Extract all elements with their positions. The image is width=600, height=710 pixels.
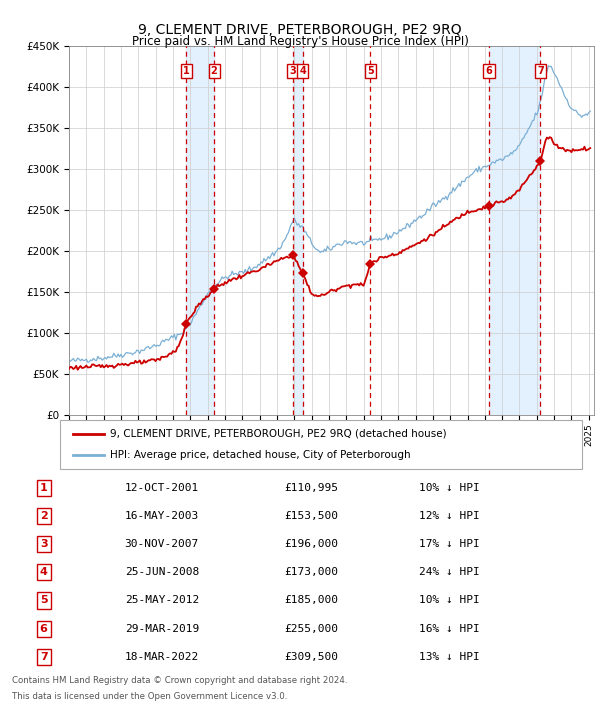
Text: Price paid vs. HM Land Registry's House Price Index (HPI): Price paid vs. HM Land Registry's House … [131, 36, 469, 48]
Text: 3: 3 [289, 66, 296, 76]
Text: 9, CLEMENT DRIVE, PETERBOROUGH, PE2 9RQ: 9, CLEMENT DRIVE, PETERBOROUGH, PE2 9RQ [138, 23, 462, 37]
Text: 29-MAR-2019: 29-MAR-2019 [125, 623, 199, 633]
Text: 13% ↓ HPI: 13% ↓ HPI [419, 652, 480, 662]
Text: £185,000: £185,000 [284, 596, 338, 606]
Text: £153,500: £153,500 [284, 511, 338, 521]
Text: 1: 1 [183, 66, 190, 76]
Text: 9, CLEMENT DRIVE, PETERBOROUGH, PE2 9RQ (detached house): 9, CLEMENT DRIVE, PETERBOROUGH, PE2 9RQ … [110, 429, 446, 439]
Text: £196,000: £196,000 [284, 539, 338, 549]
Text: 25-JUN-2008: 25-JUN-2008 [125, 567, 199, 577]
Text: 30-NOV-2007: 30-NOV-2007 [125, 539, 199, 549]
Text: 6: 6 [40, 623, 47, 633]
Text: 17% ↓ HPI: 17% ↓ HPI [419, 539, 480, 549]
Text: 2: 2 [40, 511, 47, 521]
Text: £255,000: £255,000 [284, 623, 338, 633]
Text: 25-MAY-2012: 25-MAY-2012 [125, 596, 199, 606]
FancyBboxPatch shape [60, 420, 582, 469]
Text: 16-MAY-2003: 16-MAY-2003 [125, 511, 199, 521]
Text: £309,500: £309,500 [284, 652, 338, 662]
Text: 6: 6 [485, 66, 493, 76]
Text: 24% ↓ HPI: 24% ↓ HPI [419, 567, 480, 577]
Text: £173,000: £173,000 [284, 567, 338, 577]
Bar [293, 46, 302, 415]
Text: 4: 4 [40, 567, 47, 577]
Text: 18-MAR-2022: 18-MAR-2022 [125, 652, 199, 662]
Text: Contains HM Land Registry data © Crown copyright and database right 2024.: Contains HM Land Registry data © Crown c… [12, 676, 347, 685]
Text: 10% ↓ HPI: 10% ↓ HPI [419, 596, 480, 606]
Text: 1: 1 [40, 483, 47, 493]
Text: 3: 3 [40, 539, 47, 549]
Text: 7: 7 [40, 652, 47, 662]
Text: £110,995: £110,995 [284, 483, 338, 493]
Text: 2: 2 [211, 66, 217, 76]
Text: 12% ↓ HPI: 12% ↓ HPI [419, 511, 480, 521]
Text: 4: 4 [299, 66, 306, 76]
Text: 5: 5 [367, 66, 374, 76]
Text: 16% ↓ HPI: 16% ↓ HPI [419, 623, 480, 633]
Text: 7: 7 [537, 66, 544, 76]
Bar [489, 46, 541, 415]
Text: 10% ↓ HPI: 10% ↓ HPI [419, 483, 480, 493]
Text: This data is licensed under the Open Government Licence v3.0.: This data is licensed under the Open Gov… [12, 692, 287, 701]
Text: 5: 5 [40, 596, 47, 606]
Text: 12-OCT-2001: 12-OCT-2001 [125, 483, 199, 493]
Text: HPI: Average price, detached house, City of Peterborough: HPI: Average price, detached house, City… [110, 450, 410, 460]
Bar [187, 46, 214, 415]
